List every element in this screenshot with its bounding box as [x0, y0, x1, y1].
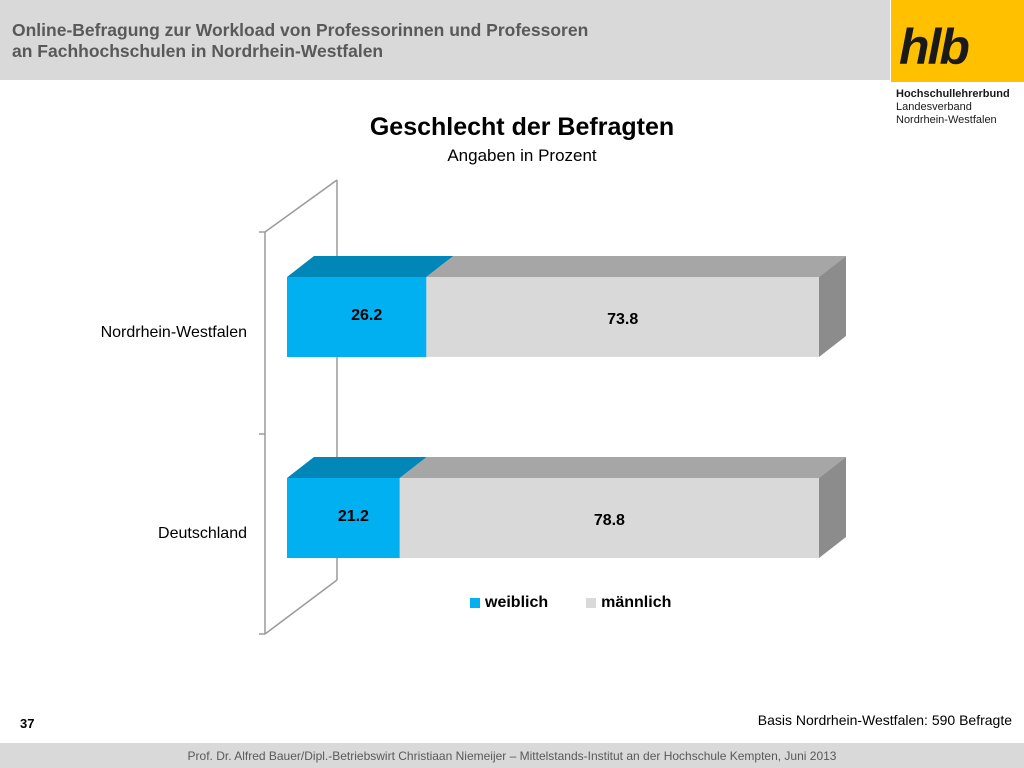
bar-nrw-maennlich — [426, 277, 819, 357]
bar-top-nrw-weiblich — [287, 256, 454, 277]
value-label-nrw-weiblich: 26.2 — [351, 307, 382, 324]
hlb-logo: hlb — [891, 0, 1024, 82]
axis-frame-bottom — [264, 579, 338, 635]
header-title-line2: an Fachhochschulen in Nordrhein-Westfale… — [12, 41, 384, 61]
bar-top-de-maennlich — [399, 457, 846, 478]
page-number: 37 — [20, 716, 35, 731]
legend-swatch-maennlich — [586, 598, 597, 608]
chart-title: Geschlecht der Befragten — [369, 113, 675, 141]
header-title-line1: Online-Befragung zur Workload von Profes… — [12, 20, 589, 40]
bar-de-maennlich — [399, 478, 819, 558]
legend-item-maennlich: männlich — [586, 594, 671, 612]
header-title: Online-Befragung zur Workload von Profes… — [12, 20, 882, 62]
logo-text: hlb — [899, 19, 970, 75]
value-label-de-maennlich: 78.8 — [594, 512, 625, 529]
bar-side-de — [819, 457, 846, 558]
value-label-nrw-maennlich: 73.8 — [607, 311, 638, 328]
footer-credit: Prof. Dr. Alfred Bauer/Dipl.-Betriebswir… — [187, 749, 837, 763]
logo-subtitle: Hochschullehrerbund Landesverband Nordrh… — [896, 88, 1010, 127]
bar-de-weiblich — [287, 478, 400, 558]
header-band: Online-Befragung zur Workload von Profes… — [0, 0, 890, 80]
bar-top-de-weiblich — [287, 457, 427, 478]
footer-band: Prof. Dr. Alfred Bauer/Dipl.-Betriebswir… — [0, 743, 1024, 768]
category-label-de: Deutschland — [158, 525, 247, 542]
basis-note: Basis Nordrhein-Westfalen: 590 Befragte — [757, 712, 1012, 728]
logo-line2: Landesverband — [896, 101, 972, 113]
legend-label-maennlich: männlich — [601, 594, 672, 611]
legend-swatch-weiblich — [470, 598, 480, 608]
chart-legend: weiblich männlich — [470, 594, 671, 612]
legend-label-weiblich: weiblich — [485, 594, 549, 611]
bar-top-nrw-maennlich — [426, 256, 846, 277]
category-label-nrw: Nordrhein-Westfalen — [101, 324, 247, 341]
chart-subtitle: Angaben in Prozent — [447, 146, 597, 165]
bar-nrw-weiblich — [287, 277, 427, 357]
value-label-de-weiblich: 21.2 — [338, 508, 369, 525]
legend-item-weiblich: weiblich — [470, 594, 548, 612]
logo-line3: Nordrhein-Westfalen — [896, 114, 997, 126]
logo-line1: Hochschullehrerbund — [896, 88, 1010, 100]
axis-frame-top — [264, 179, 338, 233]
bar-side-nrw — [819, 256, 846, 357]
